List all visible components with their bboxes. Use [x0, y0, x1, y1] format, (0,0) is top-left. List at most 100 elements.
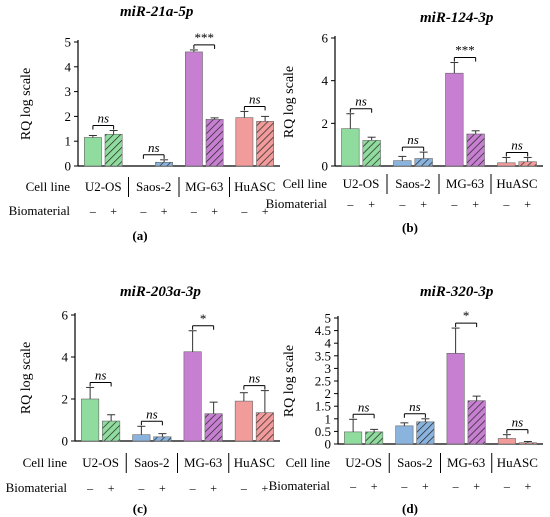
cell-line-label: HuASC	[234, 455, 275, 470]
cell-line-label: Saos-2	[397, 455, 432, 470]
bar-u2-os-with	[362, 140, 381, 167]
bar-u2-os-without	[81, 398, 100, 442]
biomaterial-plus: +	[210, 481, 217, 495]
y-tick-label: 1	[325, 411, 332, 426]
bar-huasc-without	[235, 117, 254, 167]
bar-huasc-without	[234, 400, 253, 442]
biomaterial-minus: –	[502, 197, 510, 211]
cell-line-label: MG-63	[184, 455, 222, 470]
significance-label: ***	[195, 30, 215, 45]
panel-label: (d)	[402, 501, 418, 516]
bar-u2-os-with	[102, 420, 121, 442]
chart-title: miR-21a-5p	[120, 4, 194, 20]
biomaterial-row-label: Biomaterial	[266, 196, 328, 211]
y-tick-label: 0	[325, 437, 332, 452]
biomaterial-minus: –	[240, 481, 248, 495]
chart-panel-2: miR-124-3p RQ log scale 0 2 4 6 Cell line Bioma…	[266, 10, 543, 235]
bar-saos-2-with	[414, 158, 433, 167]
y-tick-label: 4	[325, 336, 332, 351]
biomaterial-row-label: Biomaterial	[269, 478, 331, 493]
chart-panel-3: miR-203a-3p RQ log scale 0 2 4 6 Cell line Biom…	[6, 284, 280, 516]
biomaterial-minus: –	[346, 197, 354, 211]
significance-label: ***	[455, 43, 475, 58]
cell-line-row-label: Cell line	[23, 455, 68, 470]
biomaterial-plus: +	[261, 481, 268, 495]
cell-line-label: U2-OS	[343, 176, 380, 191]
biomaterial-plus: +	[422, 479, 429, 493]
y-tick-label: 4	[65, 59, 72, 74]
bar-mg-63-without	[445, 72, 464, 167]
significance-label: *	[200, 311, 207, 326]
cell-line-row-label: Cell line	[286, 455, 331, 470]
chart-panel-4: miR-320-3p RQ log scale 00.511.522.533.544…	[269, 284, 543, 516]
bar-saos-2-with	[155, 161, 173, 167]
cell-line-label: Saos-2	[395, 176, 430, 191]
y-tick-label: 3.5	[315, 348, 331, 363]
biomaterial-minus: –	[139, 204, 147, 218]
biomaterial-minus: –	[349, 479, 357, 493]
cell-line-label: HuASC	[496, 176, 537, 191]
biomaterial-plus: +	[524, 479, 531, 493]
bar-u2-os-without	[344, 431, 363, 445]
y-tick-label: 4	[322, 73, 329, 88]
significance-label: *	[463, 308, 470, 323]
bar-mg-63-with	[204, 413, 223, 442]
biomaterial-minus: –	[503, 479, 511, 493]
significance-label: ns	[355, 94, 367, 109]
y-axis-label: RQ log scale	[282, 345, 297, 417]
y-tick-label: 1	[65, 134, 72, 149]
y-tick-label: 3	[65, 84, 72, 99]
y-tick-label: 4	[62, 350, 69, 365]
biomaterial-minus: –	[398, 197, 406, 211]
bar-saos-2-with	[153, 436, 172, 442]
cell-line-label: MG-63	[447, 455, 485, 470]
bar-huasc-with	[255, 412, 274, 442]
bar-mg-63-without	[446, 352, 465, 445]
biomaterial-plus: +	[420, 197, 427, 211]
bar-huasc-with	[256, 121, 274, 167]
biomaterial-plus: +	[473, 479, 480, 493]
biomaterial-minus: –	[452, 479, 460, 493]
significance-label: ns	[146, 406, 158, 421]
bar-huasc-without	[497, 438, 516, 445]
bar-huasc-with	[518, 161, 537, 167]
bar-u2-os-without	[341, 128, 360, 167]
bar-u2-os-with	[365, 431, 384, 445]
y-tick-label: 3	[325, 361, 332, 376]
bar-mg-63-without	[185, 51, 203, 167]
biomaterial-minus: –	[89, 204, 97, 218]
cell-line-label: U2-OS	[85, 179, 122, 194]
chart-title: miR-124-3p	[420, 10, 494, 26]
chart-title: miR-203a-3p	[120, 284, 201, 300]
cell-line-label: HuASC	[234, 179, 275, 194]
chart-title: miR-320-3p	[420, 284, 494, 300]
y-tick-label: 0.5	[315, 424, 331, 439]
bar-huasc-without	[497, 162, 516, 167]
bar-u2-os-with	[104, 133, 123, 167]
bar-saos-2-without	[393, 160, 412, 167]
y-tick-label: 6	[322, 31, 329, 46]
y-tick-label: 5	[65, 35, 72, 50]
biomaterial-plus: +	[108, 481, 115, 495]
significance-label: ns	[95, 367, 107, 382]
bar-huasc-with	[518, 442, 537, 445]
y-tick-label: 2.5	[315, 374, 331, 389]
y-tick-label: 2	[62, 392, 69, 407]
cell-line-label: HuASC	[497, 455, 538, 470]
significance-label: ns	[512, 415, 524, 430]
biomaterial-plus: +	[211, 204, 218, 218]
biomaterial-minus: –	[400, 479, 408, 493]
cell-line-row-label: Cell line	[26, 179, 71, 194]
y-axis-label: RQ log scale	[19, 342, 34, 414]
panel-label: (a)	[132, 228, 147, 243]
biomaterial-minus: –	[190, 204, 198, 218]
biomaterial-minus: –	[137, 481, 145, 495]
chart-panel-1: miR-21a-5p RQ log scale 0 1 2 3 4 5 Cell line Bio…	[9, 4, 280, 243]
y-tick-label: 0	[62, 434, 69, 449]
y-tick-label: 0	[65, 159, 72, 174]
y-tick-label: 6	[62, 308, 69, 323]
significance-label: ns	[511, 137, 523, 152]
bar-saos-2-with	[416, 421, 435, 445]
bar-u2-os-without	[84, 137, 102, 167]
